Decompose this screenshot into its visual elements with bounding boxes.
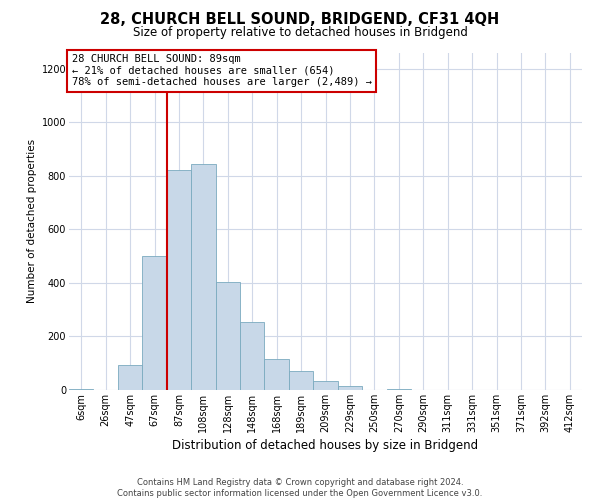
- Bar: [69, 388, 94, 390]
- Bar: [265, 359, 289, 390]
- Bar: [215, 282, 240, 390]
- Y-axis label: Number of detached properties: Number of detached properties: [28, 139, 37, 304]
- Bar: [167, 170, 191, 390]
- Text: Contains HM Land Registry data © Crown copyright and database right 2024.
Contai: Contains HM Land Registry data © Crown c…: [118, 478, 482, 498]
- Bar: [313, 380, 338, 390]
- Bar: [118, 364, 142, 390]
- X-axis label: Distribution of detached houses by size in Bridgend: Distribution of detached houses by size …: [172, 439, 479, 452]
- Bar: [240, 322, 265, 390]
- Bar: [289, 371, 313, 390]
- Text: Size of property relative to detached houses in Bridgend: Size of property relative to detached ho…: [133, 26, 467, 39]
- Bar: [191, 164, 215, 390]
- Bar: [338, 386, 362, 390]
- Bar: [386, 388, 411, 390]
- Text: 28, CHURCH BELL SOUND, BRIDGEND, CF31 4QH: 28, CHURCH BELL SOUND, BRIDGEND, CF31 4Q…: [100, 12, 500, 28]
- Text: 28 CHURCH BELL SOUND: 89sqm
← 21% of detached houses are smaller (654)
78% of se: 28 CHURCH BELL SOUND: 89sqm ← 21% of det…: [71, 54, 371, 88]
- Bar: [142, 256, 167, 390]
